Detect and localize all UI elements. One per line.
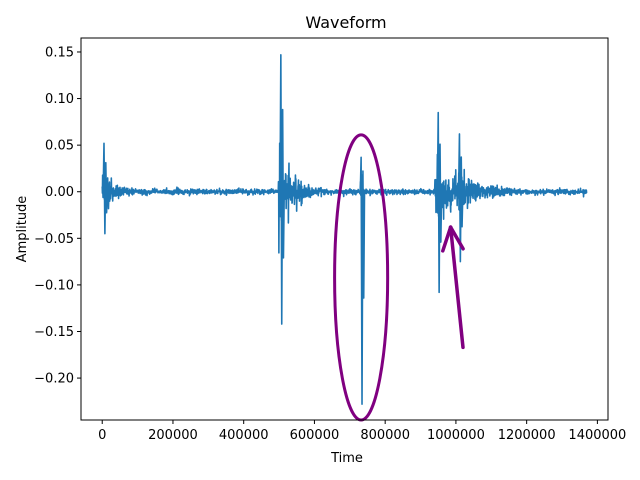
x-tick-label: 400000 [219, 428, 269, 443]
waveform-line [101, 53, 588, 405]
x-tick-label: 0 [98, 428, 106, 443]
x-tick-label: 1000000 [427, 428, 485, 443]
arrow-shaft [448, 225, 465, 350]
y-tick-label: 0.05 [45, 139, 74, 154]
y-tick-label: −0.20 [34, 372, 74, 387]
y-tick-label: 0.15 [45, 45, 74, 60]
x-tick-label: 800000 [360, 428, 410, 443]
x-tick-label: 1200000 [498, 428, 556, 443]
chart-title: Waveform [305, 13, 386, 32]
arrow-head-stroke [441, 225, 453, 253]
x-tick-label: 600000 [290, 428, 340, 443]
x-axis: 0 200000 400000 600000 800000 1000000 1200000 1… [98, 420, 626, 443]
y-tick-label: −0.10 [34, 278, 74, 293]
y-tick-label: 0.10 [45, 92, 74, 107]
y-axis: −0.20 −0.15 −0.10 −0.05 0.00 0.05 0.10 0.15 [34, 45, 81, 387]
arrow-head-stroke [448, 225, 465, 251]
x-tick-label: 200000 [148, 428, 198, 443]
annotation-arrow [441, 225, 465, 350]
plot-frame [80, 37, 609, 421]
y-tick-label: 0.00 [45, 185, 74, 200]
y-tick-label: −0.05 [34, 232, 74, 247]
x-tick-label: 1400000 [568, 428, 626, 443]
y-tick-label: −0.15 [34, 325, 74, 340]
x-axis-title: Time [330, 451, 363, 466]
y-axis-title: Amplitude [15, 196, 30, 263]
plot-area [101, 53, 588, 422]
